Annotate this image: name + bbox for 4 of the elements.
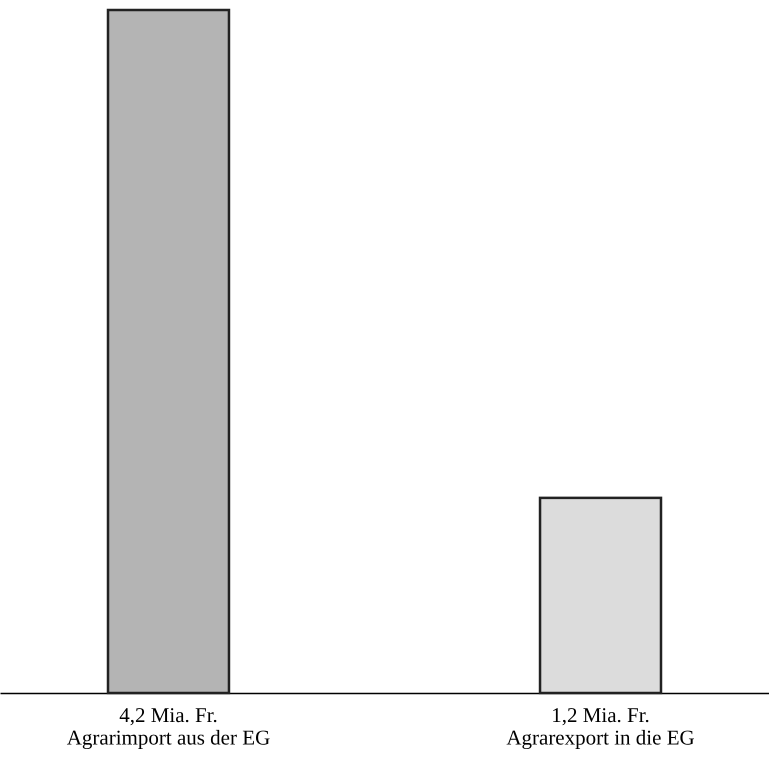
data-label: 1,2 Mia. Fr. (551, 703, 650, 727)
x-tick-label: Agrarexport in die EG (506, 726, 695, 750)
data-label: 4,2 Mia. Fr. (119, 703, 218, 727)
x-tick-label: Agrarimport aus der EG (66, 726, 270, 750)
